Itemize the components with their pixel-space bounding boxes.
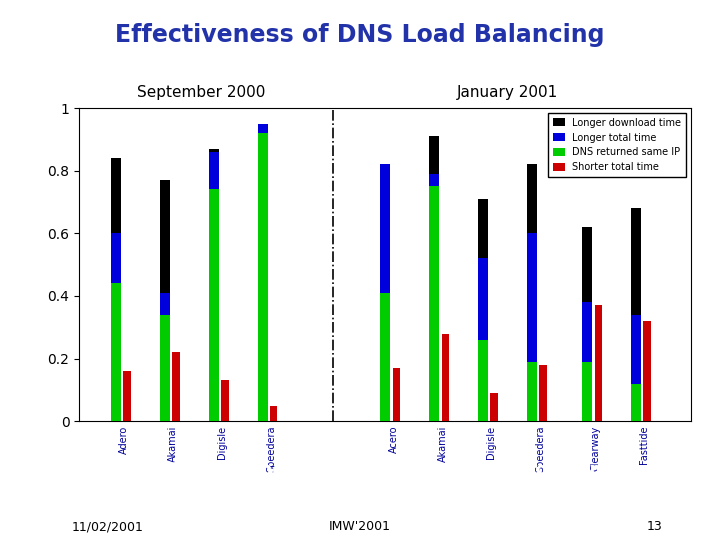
Bar <box>111 233 121 284</box>
Text: Akamai: Akamai <box>438 426 447 462</box>
Bar <box>380 164 390 293</box>
Bar <box>160 180 170 421</box>
Bar <box>527 164 537 421</box>
Bar <box>478 258 488 340</box>
Bar <box>172 352 179 421</box>
Bar <box>160 293 170 315</box>
Bar <box>258 133 268 421</box>
Bar <box>380 293 390 421</box>
Text: Digisle: Digisle <box>487 426 496 459</box>
Bar <box>582 302 592 362</box>
Bar <box>631 315 641 383</box>
Bar <box>392 368 400 421</box>
Text: Speedera: Speedera <box>536 426 545 472</box>
Text: 11/02/2001: 11/02/2001 <box>72 520 144 533</box>
Bar <box>490 393 498 421</box>
Text: Digisle: Digisle <box>217 426 227 459</box>
Bar <box>123 371 130 421</box>
Bar <box>209 148 219 421</box>
Bar <box>595 305 602 421</box>
Text: Fasttide: Fasttide <box>639 426 649 464</box>
Bar <box>270 406 277 421</box>
Text: Effectiveness of DNS Load Balancing: Effectiveness of DNS Load Balancing <box>115 23 605 47</box>
Text: IMW'2001: IMW'2001 <box>329 520 391 533</box>
Text: Acero: Acero <box>389 426 398 454</box>
Bar <box>429 174 439 186</box>
Text: 13: 13 <box>647 520 662 533</box>
Bar <box>111 284 121 421</box>
Bar <box>644 321 651 421</box>
Bar <box>631 383 641 421</box>
Text: Adero: Adero <box>120 426 129 454</box>
Bar <box>478 340 488 421</box>
Bar <box>478 199 488 421</box>
Bar <box>527 233 537 362</box>
Bar <box>209 152 219 190</box>
Bar <box>429 136 439 421</box>
Legend: Longer download time, Longer total time, DNS returned same IP, Shorter total tim: Longer download time, Longer total time,… <box>548 113 686 177</box>
Text: Small DNS TTLs generally do not improve download times.: Small DNS TTLs generally do not improve … <box>85 461 635 480</box>
Bar <box>258 124 268 421</box>
Bar <box>209 190 219 421</box>
Bar <box>160 315 170 421</box>
Text: January 2001: January 2001 <box>457 85 558 100</box>
Text: Speedera: Speedera <box>266 426 276 472</box>
Text: September 2000: September 2000 <box>138 85 266 100</box>
Bar <box>258 124 268 133</box>
Bar <box>582 362 592 421</box>
Bar <box>380 164 390 421</box>
Bar <box>582 227 592 421</box>
Bar <box>539 365 546 421</box>
Bar <box>429 186 439 421</box>
Text: Clearway: Clearway <box>590 426 600 471</box>
Bar <box>221 381 228 421</box>
Bar <box>527 362 537 421</box>
Text: Akamai: Akamai <box>168 426 178 462</box>
Bar <box>631 208 641 421</box>
Bar <box>441 334 449 421</box>
Bar <box>111 158 121 421</box>
